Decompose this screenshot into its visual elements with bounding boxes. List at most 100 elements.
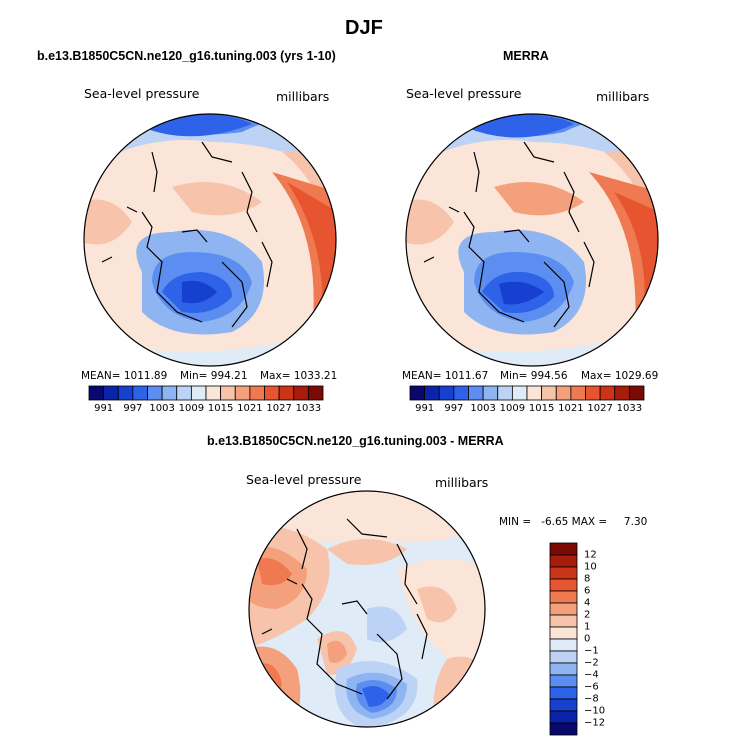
colorbar-tick-label: 1009 <box>178 403 205 414</box>
colorbar-swatch <box>307 385 324 401</box>
colorbar-swatch <box>190 385 207 401</box>
colorbar-swatch <box>220 385 236 401</box>
colorbar-swatch <box>628 385 645 401</box>
panel3-range-value: MIN = -6.65 MAX = 7.30 <box>499 516 648 528</box>
colorbar-tick-label: 1003 <box>149 403 175 414</box>
colorbar-swatch <box>585 385 601 401</box>
colorbar-swatch <box>549 638 578 652</box>
colorbar-swatch <box>549 578 578 592</box>
colorbar-swatch <box>599 385 616 401</box>
colorbar-tick-label: 2 <box>584 609 591 621</box>
colorbar-tick-label: 1021 <box>558 403 584 414</box>
colorbar-swatch <box>497 385 513 401</box>
panel1-variable-label: Sea-level pressure <box>84 86 200 101</box>
panel1-min-value: Min= 994.21 <box>180 370 248 382</box>
colorbar-tick-label: 997 <box>123 403 143 414</box>
colorbar-swatch <box>161 385 178 401</box>
colorbar-swatch <box>549 626 578 640</box>
colorbar-swatch <box>468 385 484 401</box>
colorbar-tick-label: 1015 <box>207 403 234 414</box>
panel2-max-value: Max= 1029.69 <box>581 370 659 382</box>
panel1-mean-value: MEAN= 1011.89 <box>81 370 168 382</box>
colorbar-swatch <box>424 385 440 401</box>
colorbar-swatch <box>555 385 572 401</box>
colorbar-swatch <box>409 385 426 401</box>
colorbar-swatch <box>549 650 578 664</box>
colorbar-tick-label: 1033 <box>616 403 643 414</box>
colorbar-tick-label: 1033 <box>295 403 322 414</box>
colorbar-tick-label: 10 <box>584 561 597 573</box>
colorbar-swatch <box>541 385 557 401</box>
colorbar-swatch <box>132 385 148 401</box>
panel2-min-value: Min= 994.56 <box>500 370 568 382</box>
colorbar-tick-label: −8 <box>584 693 599 705</box>
colorbar-swatch <box>205 385 222 401</box>
colorbar-swatch <box>549 662 578 676</box>
panel2-colorbar <box>409 385 645 401</box>
colorbar-swatch <box>549 614 578 628</box>
colorbar-swatch <box>614 385 630 401</box>
colorbar-tick-label: 1015 <box>528 403 555 414</box>
colorbar-swatch <box>549 602 578 616</box>
colorbar-tick-label: 1027 <box>266 403 292 414</box>
panel2-polar-map <box>405 113 659 367</box>
colorbar-swatch <box>511 385 528 401</box>
colorbar-swatch <box>549 698 578 712</box>
colorbar-tick-label: 6 <box>584 585 591 597</box>
panel2-variable-label: Sea-level pressure <box>406 86 522 101</box>
colorbar-swatch <box>103 385 119 401</box>
colorbar-tick-label: 1021 <box>237 403 263 414</box>
colorbar-tick-label: 12 <box>584 549 597 561</box>
panel1-title: b.e13.B1850C5CN.ne120_g16.tuning.003 (yr… <box>37 49 336 63</box>
colorbar-tick-label: −2 <box>584 657 599 669</box>
colorbar-tick-label: 1009 <box>499 403 526 414</box>
colorbar-tick-label: 1003 <box>470 403 496 414</box>
panel3-title: b.e13.B1850C5CN.ne120_g16.tuning.003 - M… <box>207 434 504 448</box>
colorbar-tick-label: −1 <box>584 645 599 657</box>
colorbar-swatch <box>176 385 192 401</box>
colorbar-swatch <box>234 385 251 401</box>
panel1-colorbar <box>88 385 324 401</box>
colorbar-swatch <box>438 385 455 401</box>
colorbar-swatch <box>549 722 578 736</box>
colorbar-tick-label: 997 <box>444 403 464 414</box>
panel1-max-value: Max= 1033.21 <box>260 370 338 382</box>
colorbar-swatch <box>482 385 499 401</box>
colorbar-tick-label: −12 <box>584 717 606 729</box>
colorbar-swatch <box>249 385 265 401</box>
colorbar-tick-label: 1 <box>584 621 591 633</box>
colorbar-tick-label: 8 <box>584 573 591 585</box>
season-title: DJF <box>345 17 383 39</box>
colorbar-tick-label: −4 <box>584 669 599 681</box>
colorbar-tick-label: 4 <box>584 597 591 609</box>
colorbar-swatch <box>549 590 578 604</box>
colorbar-swatch <box>117 385 134 401</box>
colorbar-swatch <box>453 385 469 401</box>
colorbar-swatch <box>526 385 543 401</box>
colorbar-tick-label: 0 <box>584 633 591 645</box>
colorbar-swatch <box>293 385 309 401</box>
colorbar-swatch <box>278 385 295 401</box>
colorbar-swatch <box>549 554 578 568</box>
colorbar-swatch <box>570 385 586 401</box>
panel2-title: MERRA <box>503 49 549 63</box>
colorbar-swatch <box>264 385 280 401</box>
panel3-variable-label: Sea-level pressure <box>246 472 362 487</box>
panel1-polar-map <box>83 113 337 367</box>
colorbar-tick-label: 991 <box>415 403 435 414</box>
colorbar-tick-label: 1027 <box>587 403 613 414</box>
colorbar-tick-label: −6 <box>584 681 599 693</box>
colorbar-swatch <box>549 674 578 688</box>
panel2-mean-value: MEAN= 1011.67 <box>402 370 489 382</box>
panel1-units-label: millibars <box>276 89 330 104</box>
panel3-units-label: millibars <box>435 475 489 490</box>
colorbar-swatch <box>88 385 105 401</box>
panel3-polar-map <box>248 490 486 728</box>
panel2-units-label: millibars <box>596 89 650 104</box>
colorbar-tick-label: 991 <box>94 403 114 414</box>
panel3-colorbar <box>549 542 578 736</box>
colorbar-swatch <box>549 566 578 580</box>
colorbar-swatch <box>147 385 163 401</box>
colorbar-swatch <box>549 710 578 724</box>
